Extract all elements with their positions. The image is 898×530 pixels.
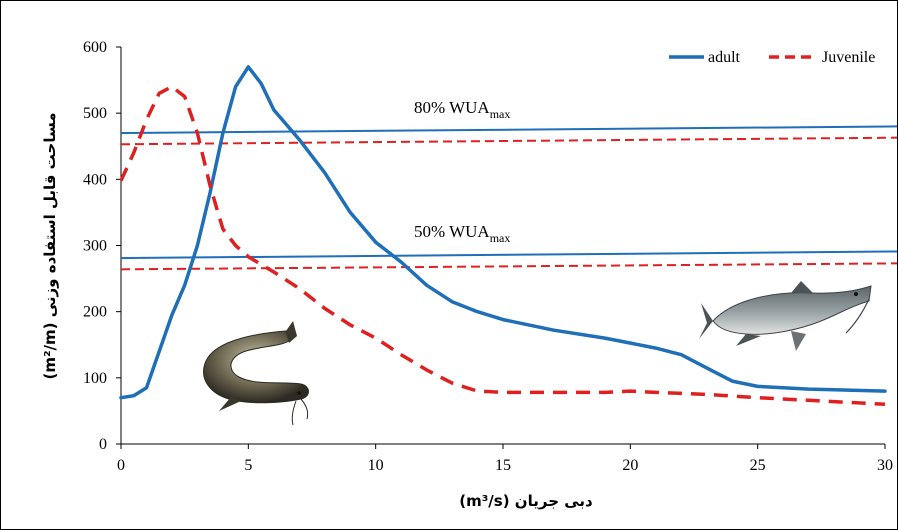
legend-adult-label: adult bbox=[708, 49, 741, 66]
y-tick-label: 400 bbox=[83, 171, 107, 188]
x-tick-label: 20 bbox=[622, 457, 638, 474]
y-axis-ticks: 0 100 200 300 400 500 600 bbox=[83, 39, 121, 453]
legend: adult Juvenile bbox=[669, 49, 875, 66]
x-tick-label: 25 bbox=[750, 457, 766, 474]
ref-line-juvenile bbox=[120, 262, 897, 271]
annotation-50pct: 50% WUAmax bbox=[414, 222, 510, 245]
ref-line-juvenile bbox=[120, 136, 897, 146]
y-tick-label: 100 bbox=[83, 370, 107, 387]
y-tick-label: 200 bbox=[83, 304, 107, 321]
x-axis-title: دبی جریان (m³/s) bbox=[459, 492, 593, 510]
y-axis-title: مساحت قابل استفاده وزنی (m²/m) bbox=[41, 112, 59, 379]
ref-line-adult bbox=[120, 125, 897, 135]
ref-line-adult bbox=[120, 250, 897, 260]
annotation-80pct-sub: max bbox=[490, 107, 511, 121]
annotation-80pct-main: 80% WUA bbox=[414, 98, 490, 117]
x-tick-label: 0 bbox=[117, 457, 125, 474]
annotation-80pct: 80% WUAmax bbox=[414, 98, 510, 121]
annotation-50pct-sub: max bbox=[490, 231, 511, 245]
x-tick-label: 30 bbox=[877, 457, 893, 474]
y-tick-label: 600 bbox=[83, 39, 107, 56]
annotation-50pct-main: 50% WUA bbox=[414, 222, 490, 241]
x-tick-label: 5 bbox=[244, 457, 252, 474]
y-tick-label: 500 bbox=[83, 105, 107, 122]
x-tick-label: 10 bbox=[368, 457, 384, 474]
legend-juvenile-label: Juvenile bbox=[822, 49, 875, 66]
series-line-juvenile bbox=[119, 84, 886, 407]
bullhead-fish-illustration-icon bbox=[203, 321, 309, 426]
y-tick-label: 300 bbox=[83, 238, 107, 255]
catfish-illustration-icon bbox=[699, 281, 872, 351]
x-axis-ticks: 0 5 10 15 20 25 30 bbox=[117, 444, 893, 474]
series-lines bbox=[119, 65, 887, 407]
y-tick-label: 0 bbox=[99, 436, 107, 453]
x-tick-label: 15 bbox=[495, 457, 511, 474]
series-line-adult bbox=[119, 65, 887, 400]
